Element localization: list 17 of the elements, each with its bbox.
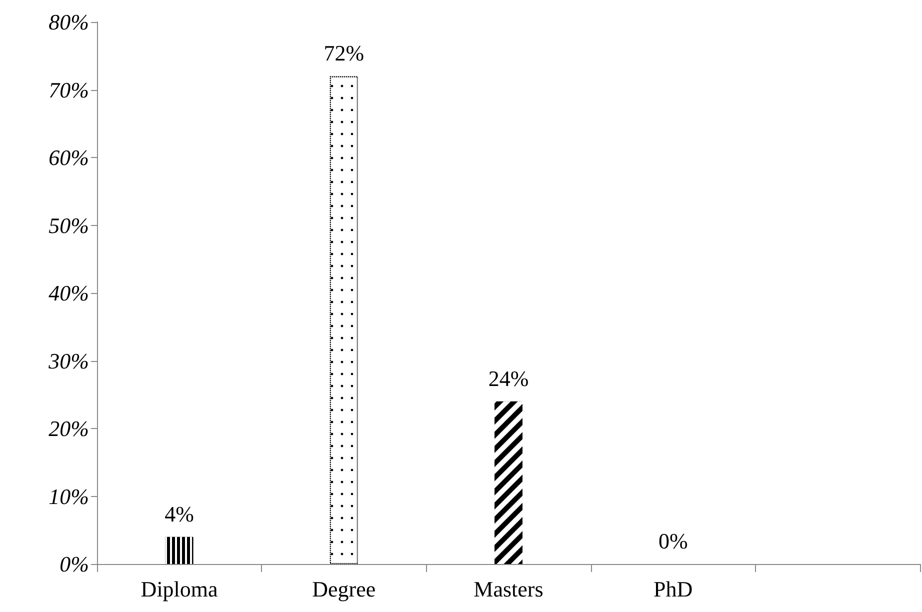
y-tick-label: 0%	[60, 552, 89, 576]
data-label: 0%	[658, 528, 688, 554]
y-tick-label: 70%	[48, 77, 89, 102]
x-tick-label: Degree	[312, 576, 376, 602]
y-tick-label: 30%	[48, 348, 89, 374]
y-tick-label: 80%	[48, 10, 89, 34]
y-tick-label: 60%	[48, 145, 89, 170]
data-label: 4%	[164, 501, 194, 526]
y-tick-label: 50%	[48, 212, 89, 238]
x-tick-label: PhD	[654, 576, 693, 602]
y-tick-label: 40%	[48, 280, 89, 306]
y-tick-label: 10%	[48, 484, 89, 509]
x-tick-label: Masters	[474, 576, 544, 602]
data-label: 24%	[488, 366, 529, 391]
data-label: 72%	[324, 40, 364, 66]
y-tick-label: 20%	[48, 416, 89, 441]
x-tick-label: Diploma	[140, 576, 218, 602]
